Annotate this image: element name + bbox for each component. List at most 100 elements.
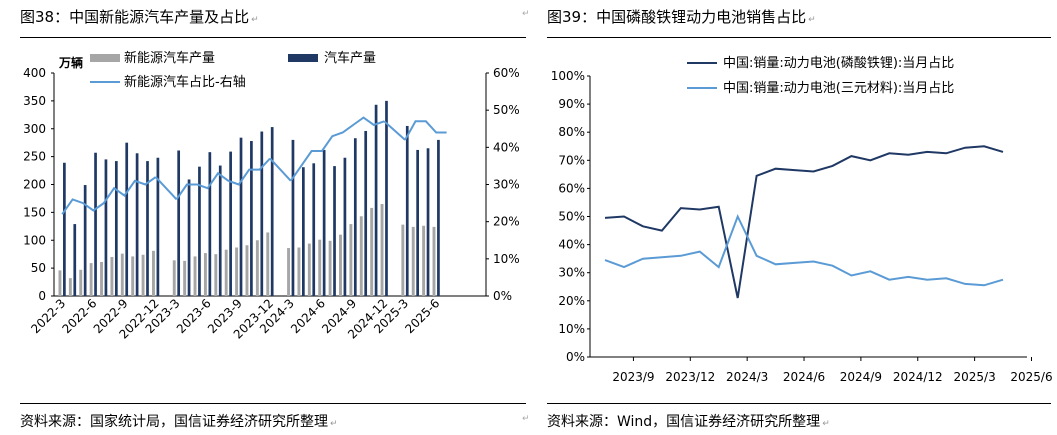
nev-bar <box>307 243 311 296</box>
total-bar <box>239 137 243 296</box>
total-bar <box>135 153 139 296</box>
nev-bar <box>79 269 83 296</box>
nev-bar <box>100 261 103 296</box>
y-left-tick-label: 200 <box>23 178 46 192</box>
nev-share-line <box>61 176 157 215</box>
x-tick-label: 2024/6 <box>783 370 825 384</box>
total-bar <box>250 141 253 296</box>
nev-bar <box>339 234 342 296</box>
left-footer-rule <box>20 403 526 404</box>
y-tick-label: 10% <box>558 322 585 336</box>
nev-bar <box>183 260 187 296</box>
nev-bar <box>255 240 259 296</box>
y-tick-label: 30% <box>558 266 585 280</box>
nev-bar <box>214 254 218 296</box>
right-panel: 图39：中国磷酸铁锂动力电池销售占比 ↵ 0% 10% 20% 30% 40% 50% 60%… <box>547 0 1057 435</box>
y-right-tick-label: 40% <box>493 140 520 154</box>
nev-share-line <box>289 116 385 182</box>
total-bar <box>385 100 388 296</box>
y-left-tick-label: 150 <box>23 205 46 219</box>
nev-bar <box>318 239 322 296</box>
total-bar <box>177 150 181 296</box>
nev-bar <box>235 247 239 296</box>
y-right-tick-label: 60% <box>493 66 520 80</box>
left-chart-title: 图38：中国新能源汽车产量及占比 ↵ <box>20 8 259 26</box>
total-bar <box>322 149 326 296</box>
right-chart: 0% 10% 20% 30% 40% 50% 60% 70% 80% 90% 100% 2023/9 2… <box>551 56 1053 384</box>
left-title-rule <box>20 37 526 38</box>
x-tick-label: 2023/9 <box>612 370 654 384</box>
nev-share-line <box>404 120 447 141</box>
nev-bar <box>110 256 114 296</box>
legend-label-nev: 新能源汽车产量 <box>124 50 215 66</box>
legend-label-total: 汽车产量 <box>324 50 376 66</box>
total-bar <box>208 152 212 296</box>
nev-bar <box>422 225 426 296</box>
x-tick-label: 2025/6 <box>1010 370 1052 384</box>
total-bar <box>83 185 87 296</box>
nev-bar <box>141 254 145 296</box>
total-bar <box>364 130 368 296</box>
total-bar <box>270 127 274 296</box>
nev-bar <box>349 224 353 296</box>
left-corner-mark: ↵ <box>522 9 530 19</box>
total-bar <box>416 149 419 296</box>
y-left-tick-label: 100 <box>23 233 46 247</box>
legend-swatch-nev <box>90 54 120 62</box>
legend-label-ncm: 中国:销量:动力电池(三元材料):当月占比 <box>723 81 954 96</box>
y-tick-label: 70% <box>558 153 585 167</box>
nev-bar <box>266 232 270 296</box>
x-tick-label: 2024/12 <box>893 370 943 384</box>
right-title-rule <box>547 37 1051 38</box>
total-bar <box>187 179 191 296</box>
x-tick-label: 2024/3 <box>726 370 768 384</box>
y-tick-label: 60% <box>558 181 585 195</box>
y-tick-label: 20% <box>558 294 585 308</box>
nev-bar <box>193 256 197 296</box>
y-left-tick-label: 0 <box>38 289 46 303</box>
y-right-tick-label: 10% <box>493 252 520 266</box>
total-bar <box>156 157 160 296</box>
nev-share-line <box>175 157 271 200</box>
y-right-tick-label: 0% <box>493 289 512 303</box>
y-tick-label: 0% <box>566 350 585 364</box>
total-bar <box>405 125 409 297</box>
total-bar <box>302 167 305 296</box>
total-bar <box>94 152 97 296</box>
total-bar <box>146 161 149 296</box>
y-tick-label: 90% <box>558 97 585 111</box>
nev-bar <box>68 278 72 296</box>
left-foot-corner-mark: ↵ <box>522 414 530 424</box>
total-bar <box>260 131 264 296</box>
nev-bar <box>203 253 207 296</box>
y-right-tick-label: 20% <box>493 215 520 229</box>
nev-bar <box>432 226 436 296</box>
y-tick-label: 100% <box>551 69 585 83</box>
x-tick-label: 2023/12 <box>665 370 715 384</box>
nev-share-line-connector <box>154 176 178 201</box>
total-bar <box>229 151 232 296</box>
nev-bar <box>380 204 384 296</box>
total-bar <box>63 162 66 296</box>
total-bar <box>291 139 295 296</box>
nev-bar <box>328 240 332 296</box>
total-bar <box>312 163 316 296</box>
y-left-tick-label: 50 <box>31 261 46 275</box>
nev-bar <box>152 250 155 296</box>
nev-share-line-connector <box>383 120 406 141</box>
left-chart: 0 50 100 150 200 250 300 350 400 0% 10% 20% 30% 40% 50… <box>23 50 520 342</box>
y-right-tick-label: 30% <box>493 178 520 192</box>
nev-bar <box>411 226 415 296</box>
nev-bar <box>172 260 176 296</box>
total-bar <box>125 142 129 296</box>
total-bar <box>114 161 118 296</box>
y-tick-label: 50% <box>558 210 585 224</box>
nev-bar <box>401 224 405 296</box>
x-tick-label: 2025-6 <box>402 296 442 336</box>
nev-share-line-connector <box>269 157 292 182</box>
left-panel: 图38：中国新能源汽车产量及占比 ↵ 0 50 100 150 200 250 300 350 4… <box>20 0 532 435</box>
total-bar <box>73 224 77 296</box>
x-tick-label: 2024/9 <box>840 370 882 384</box>
right-footer-rule <box>547 403 1051 404</box>
nev-bar <box>58 270 62 296</box>
